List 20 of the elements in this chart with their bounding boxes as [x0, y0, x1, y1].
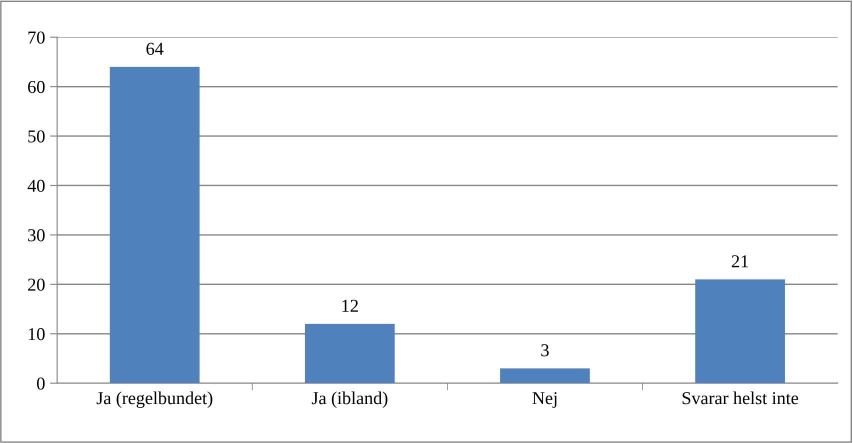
- y-tick-label: 30: [28, 229, 45, 242]
- data-label: 21: [732, 255, 748, 268]
- y-tick-label: 70: [28, 31, 45, 44]
- bar: [304, 324, 395, 384]
- y-tick-label: 10: [28, 328, 45, 340]
- data-label: 64: [146, 42, 164, 55]
- y-tick-label: 60: [28, 80, 45, 94]
- bar: [695, 279, 785, 384]
- x-tick-label: Ja (ibland): [312, 392, 388, 408]
- x-tick-label: Svarar helst inte: [682, 392, 798, 404]
- y-tick-label: 20: [28, 278, 45, 291]
- x-tick-label: Nej: [532, 392, 556, 408]
- y-tick-label: 0: [37, 377, 45, 390]
- data-label: 3: [541, 344, 549, 356]
- x-tick-label: Ja (regelbundet): [96, 392, 212, 408]
- data-label: 12: [342, 300, 358, 312]
- bar: [110, 66, 200, 384]
- y-tick-label: 40: [28, 180, 45, 192]
- bar: [500, 368, 590, 384]
- y-tick-label: 50: [28, 130, 45, 143]
